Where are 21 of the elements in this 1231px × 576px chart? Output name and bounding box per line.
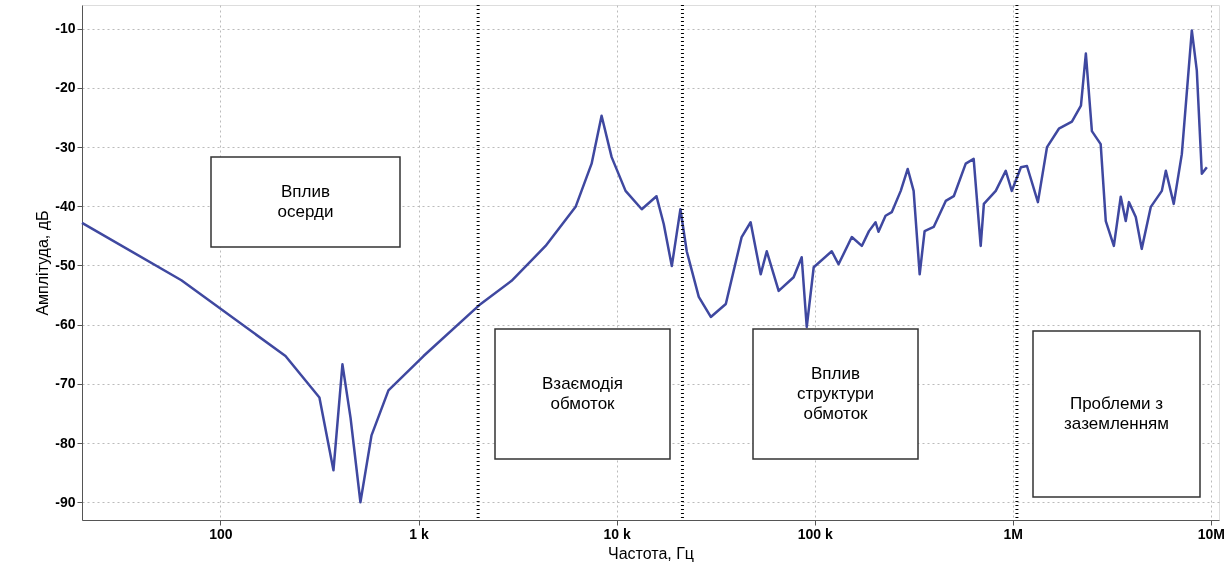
y-tick-label: -50 [55, 256, 76, 273]
y-tick-label: -70 [55, 375, 76, 392]
y-axis-title: Амплітуда, дБ [34, 210, 52, 316]
y-tick-label: -10 [55, 20, 76, 37]
y-tick-label: -60 [55, 316, 76, 333]
annotation: Проблеми з заземленням [1064, 394, 1169, 433]
y-tick-label: -80 [55, 434, 76, 451]
y-tick-label: -30 [55, 138, 76, 155]
y-tick-label: -90 [55, 493, 76, 510]
annotation: Вплив структури обмоток [797, 364, 874, 423]
x-tick-label: 1M [1003, 525, 1023, 542]
y-tick-label: -20 [55, 79, 76, 96]
x-tick-label: 1 k [409, 525, 429, 542]
annotation: Вплив осерди [277, 182, 334, 221]
x-tick-label: 10 k [603, 525, 631, 542]
x-tick-label: 10M [1197, 525, 1225, 542]
x-tick-label: 100 [209, 525, 233, 542]
y-tick-label: -40 [55, 197, 76, 214]
x-tick-label: 100 k [797, 525, 833, 542]
x-axis-title: Частота, Гц [607, 544, 695, 562]
annotation: Взаємодія обмоток [542, 374, 623, 413]
